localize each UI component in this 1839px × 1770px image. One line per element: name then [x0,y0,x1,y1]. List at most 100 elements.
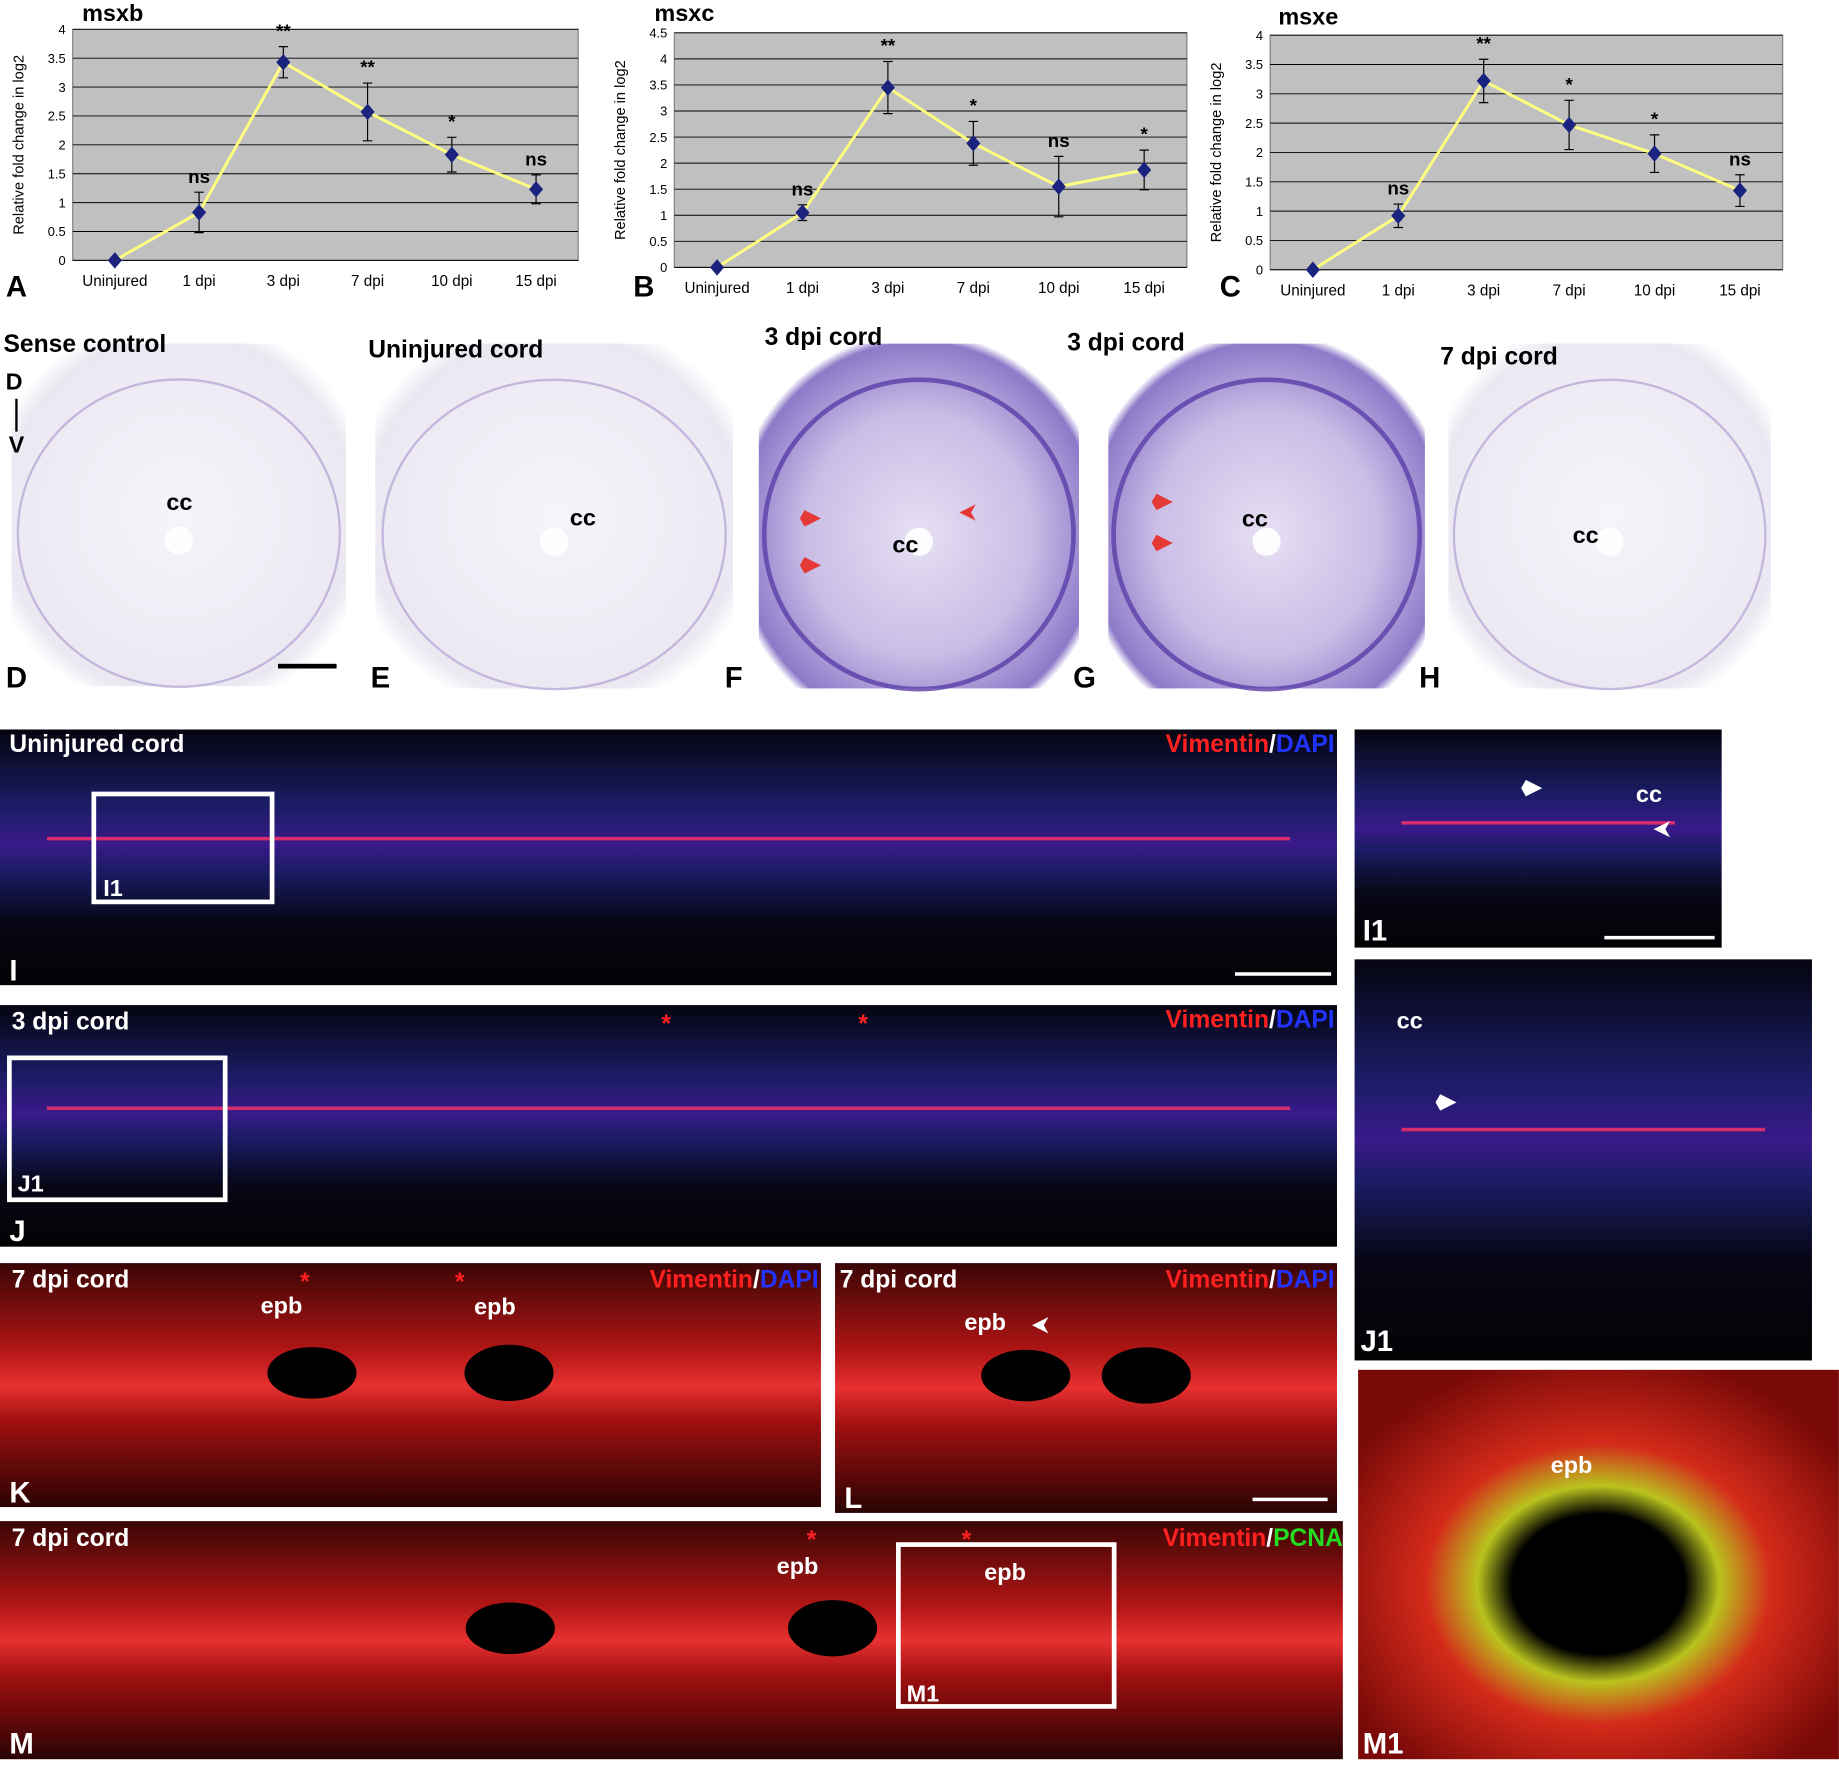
panel-letter: A [6,271,27,304]
x-tick-label: Uninjured [82,273,147,290]
panel-text: cc [1397,1008,1423,1034]
significance-label: ns [188,166,210,187]
panel-text: L [844,1482,862,1515]
y-tick-label: 0 [1256,262,1263,277]
stain-name: DAPI [1276,1006,1335,1033]
x-tick-label: 7 dpi [1553,283,1586,300]
panel-text: J1 [1360,1325,1393,1358]
stain-legend: Vimentin/DAPI [1166,1267,1335,1294]
arrowhead [1032,1317,1049,1334]
panel-text: epb [964,1309,1006,1335]
panel-text: D [6,661,27,694]
panel-text: 7 dpi cord [12,1525,130,1552]
stain-name: / [1269,1006,1276,1033]
y-tick-label: 1 [59,195,66,210]
data-point [1562,116,1577,134]
stain-legend: Vimentin/DAPI [1166,1006,1335,1033]
y-tick-label: 3.5 [48,51,66,66]
red-streak [1401,1127,1766,1132]
y-tick-label: 2 [660,156,667,171]
micrograph [0,1005,1337,1247]
arrowhead [1653,820,1671,838]
panel-text: epb [261,1293,303,1319]
data-point [360,103,375,121]
y-tick-label: 1 [660,208,667,223]
y-tick-label: 1.5 [649,182,667,197]
x-tick-label: 7 dpi [351,273,384,290]
red-streak [46,836,1291,841]
micrograph [0,1521,1343,1760]
tissue-section [16,378,341,689]
y-axis-label: Relative fold change in log2 [613,60,629,240]
data-point [880,79,895,96]
data-point [529,181,544,198]
panel-text: * [807,1527,817,1554]
panel-text: M [9,1727,33,1760]
x-tick-label: 1 dpi [183,273,216,290]
micrograph [835,1263,1337,1513]
data-point [1391,207,1406,225]
x-tick-label: 10 dpi [431,273,473,290]
panel-text: cc [570,504,596,530]
y-tick-label: 1 [1256,204,1263,219]
scale-bar [1252,1497,1328,1502]
significance-label: * [1565,74,1573,95]
stain-name: DAPI [1276,731,1335,758]
stain-name: Vimentin [1166,731,1269,758]
stain-name: DAPI [1276,1267,1335,1294]
micrograph [1358,1369,1839,1760]
panel-text: 3 dpi cord [765,324,883,351]
panel-text: * [455,1269,465,1296]
y-tick-label: 2 [59,138,66,153]
y-tick-label: 4.5 [649,26,667,41]
chart-title: msxe [1278,4,1338,30]
ependymal-bulb [788,1600,878,1657]
y-tick-label: 2.5 [1245,116,1263,131]
ependymal-bulb [267,1347,357,1399]
panel-text: * [661,1011,671,1038]
arrowhead [1435,1094,1457,1111]
tissue-section [1111,377,1423,692]
significance-label: ns [1729,148,1751,169]
panel-text: Uninjured cord [9,731,184,758]
inset-box [7,1055,228,1203]
x-tick-label: 10 dpi [1634,283,1676,300]
panel-text: epb [1551,1452,1593,1478]
panel-text: cc [1242,506,1268,532]
stain-name: PCNA [1273,1525,1343,1552]
white-corner [1424,320,1795,712]
central-canal [1595,527,1624,556]
data-point [1137,161,1152,179]
stain-legend: Vimentin/DAPI [649,1267,818,1294]
stain-name: Vimentin [1166,1267,1269,1294]
tissue-section [381,378,727,691]
panel-text: Sense control [4,331,167,358]
panel-text: cc [1573,522,1599,548]
panel-text: E [371,661,391,694]
central-canal [540,527,569,556]
inset-box [91,791,275,905]
tissue-section [1452,378,1767,691]
arrowhead [1521,779,1543,797]
panel-text: * [300,1269,310,1296]
micrograph [1436,331,1783,701]
y-tick-label: 0.5 [48,224,66,239]
x-tick-label: 15 dpi [1123,280,1165,297]
central-canal [164,526,193,555]
significance-label: ** [276,20,291,41]
panel-text: epb [777,1553,819,1579]
data-point [1647,145,1662,162]
micrograph [1354,959,1812,1361]
chart-title: msxb [82,0,143,26]
panel-text: 7 dpi cord [12,1267,130,1294]
scale-bar [277,663,337,669]
y-tick-label: 2 [1256,145,1263,160]
stain-name: / [1269,1267,1276,1294]
stain-name: Vimentin [1163,1525,1266,1552]
panel-text: H [1419,661,1440,694]
panel-text: cc [166,489,192,515]
y-tick-label: 0 [59,253,66,268]
y-tick-label: 0.5 [649,234,667,249]
